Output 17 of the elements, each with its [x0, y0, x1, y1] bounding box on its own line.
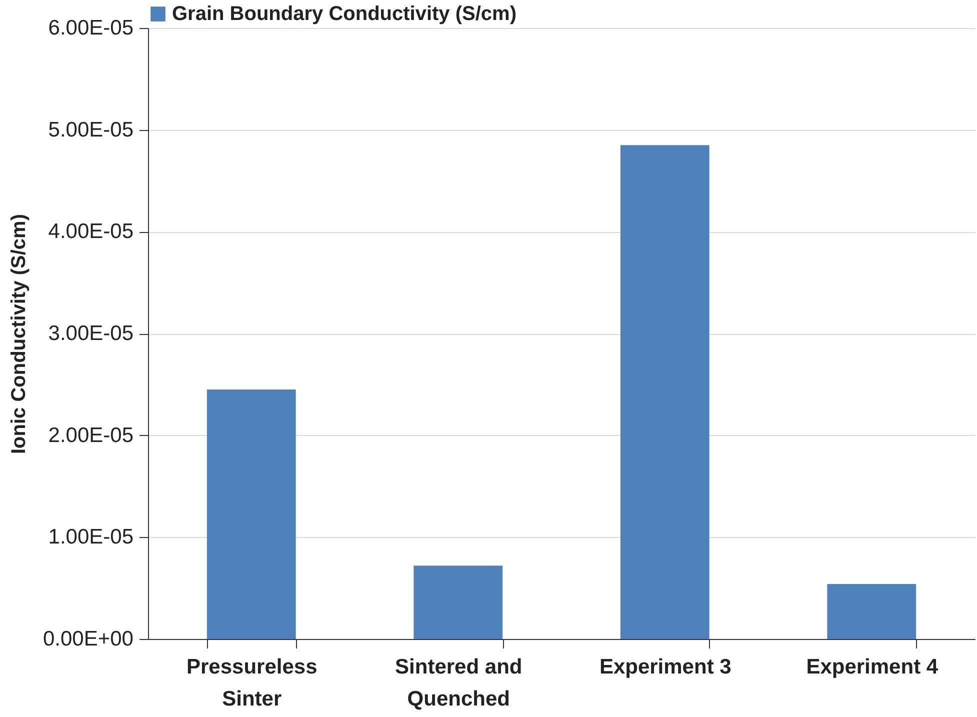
bar	[827, 584, 916, 639]
y-tick-label: 4.00E-05	[48, 220, 134, 244]
y-tick-label: 5.00E-05	[48, 118, 134, 142]
legend-label: Grain Boundary Conductivity (S/cm)	[172, 3, 516, 25]
x-tick-label: Experiment 4	[806, 656, 938, 678]
y-tick-label: 3.00E-05	[48, 322, 134, 345]
y-tick-label: 1.00E-05	[48, 526, 134, 549]
bar	[620, 145, 710, 639]
x-tick-label: Experiment 3	[599, 656, 732, 678]
x-tick-label: Sintered and Quenched	[395, 656, 522, 710]
y-tick-label: 0.00E+00	[42, 628, 134, 650]
y-tick-label: 2.00E-05	[48, 424, 134, 447]
y-axis-title: Ionic Conductivity (S/cm)	[8, 214, 30, 454]
y-tick-label: 6.00E-05	[48, 16, 134, 40]
x-tick-label: Pressureless Sinter	[186, 656, 318, 710]
bar	[206, 390, 296, 639]
bar	[414, 566, 503, 639]
